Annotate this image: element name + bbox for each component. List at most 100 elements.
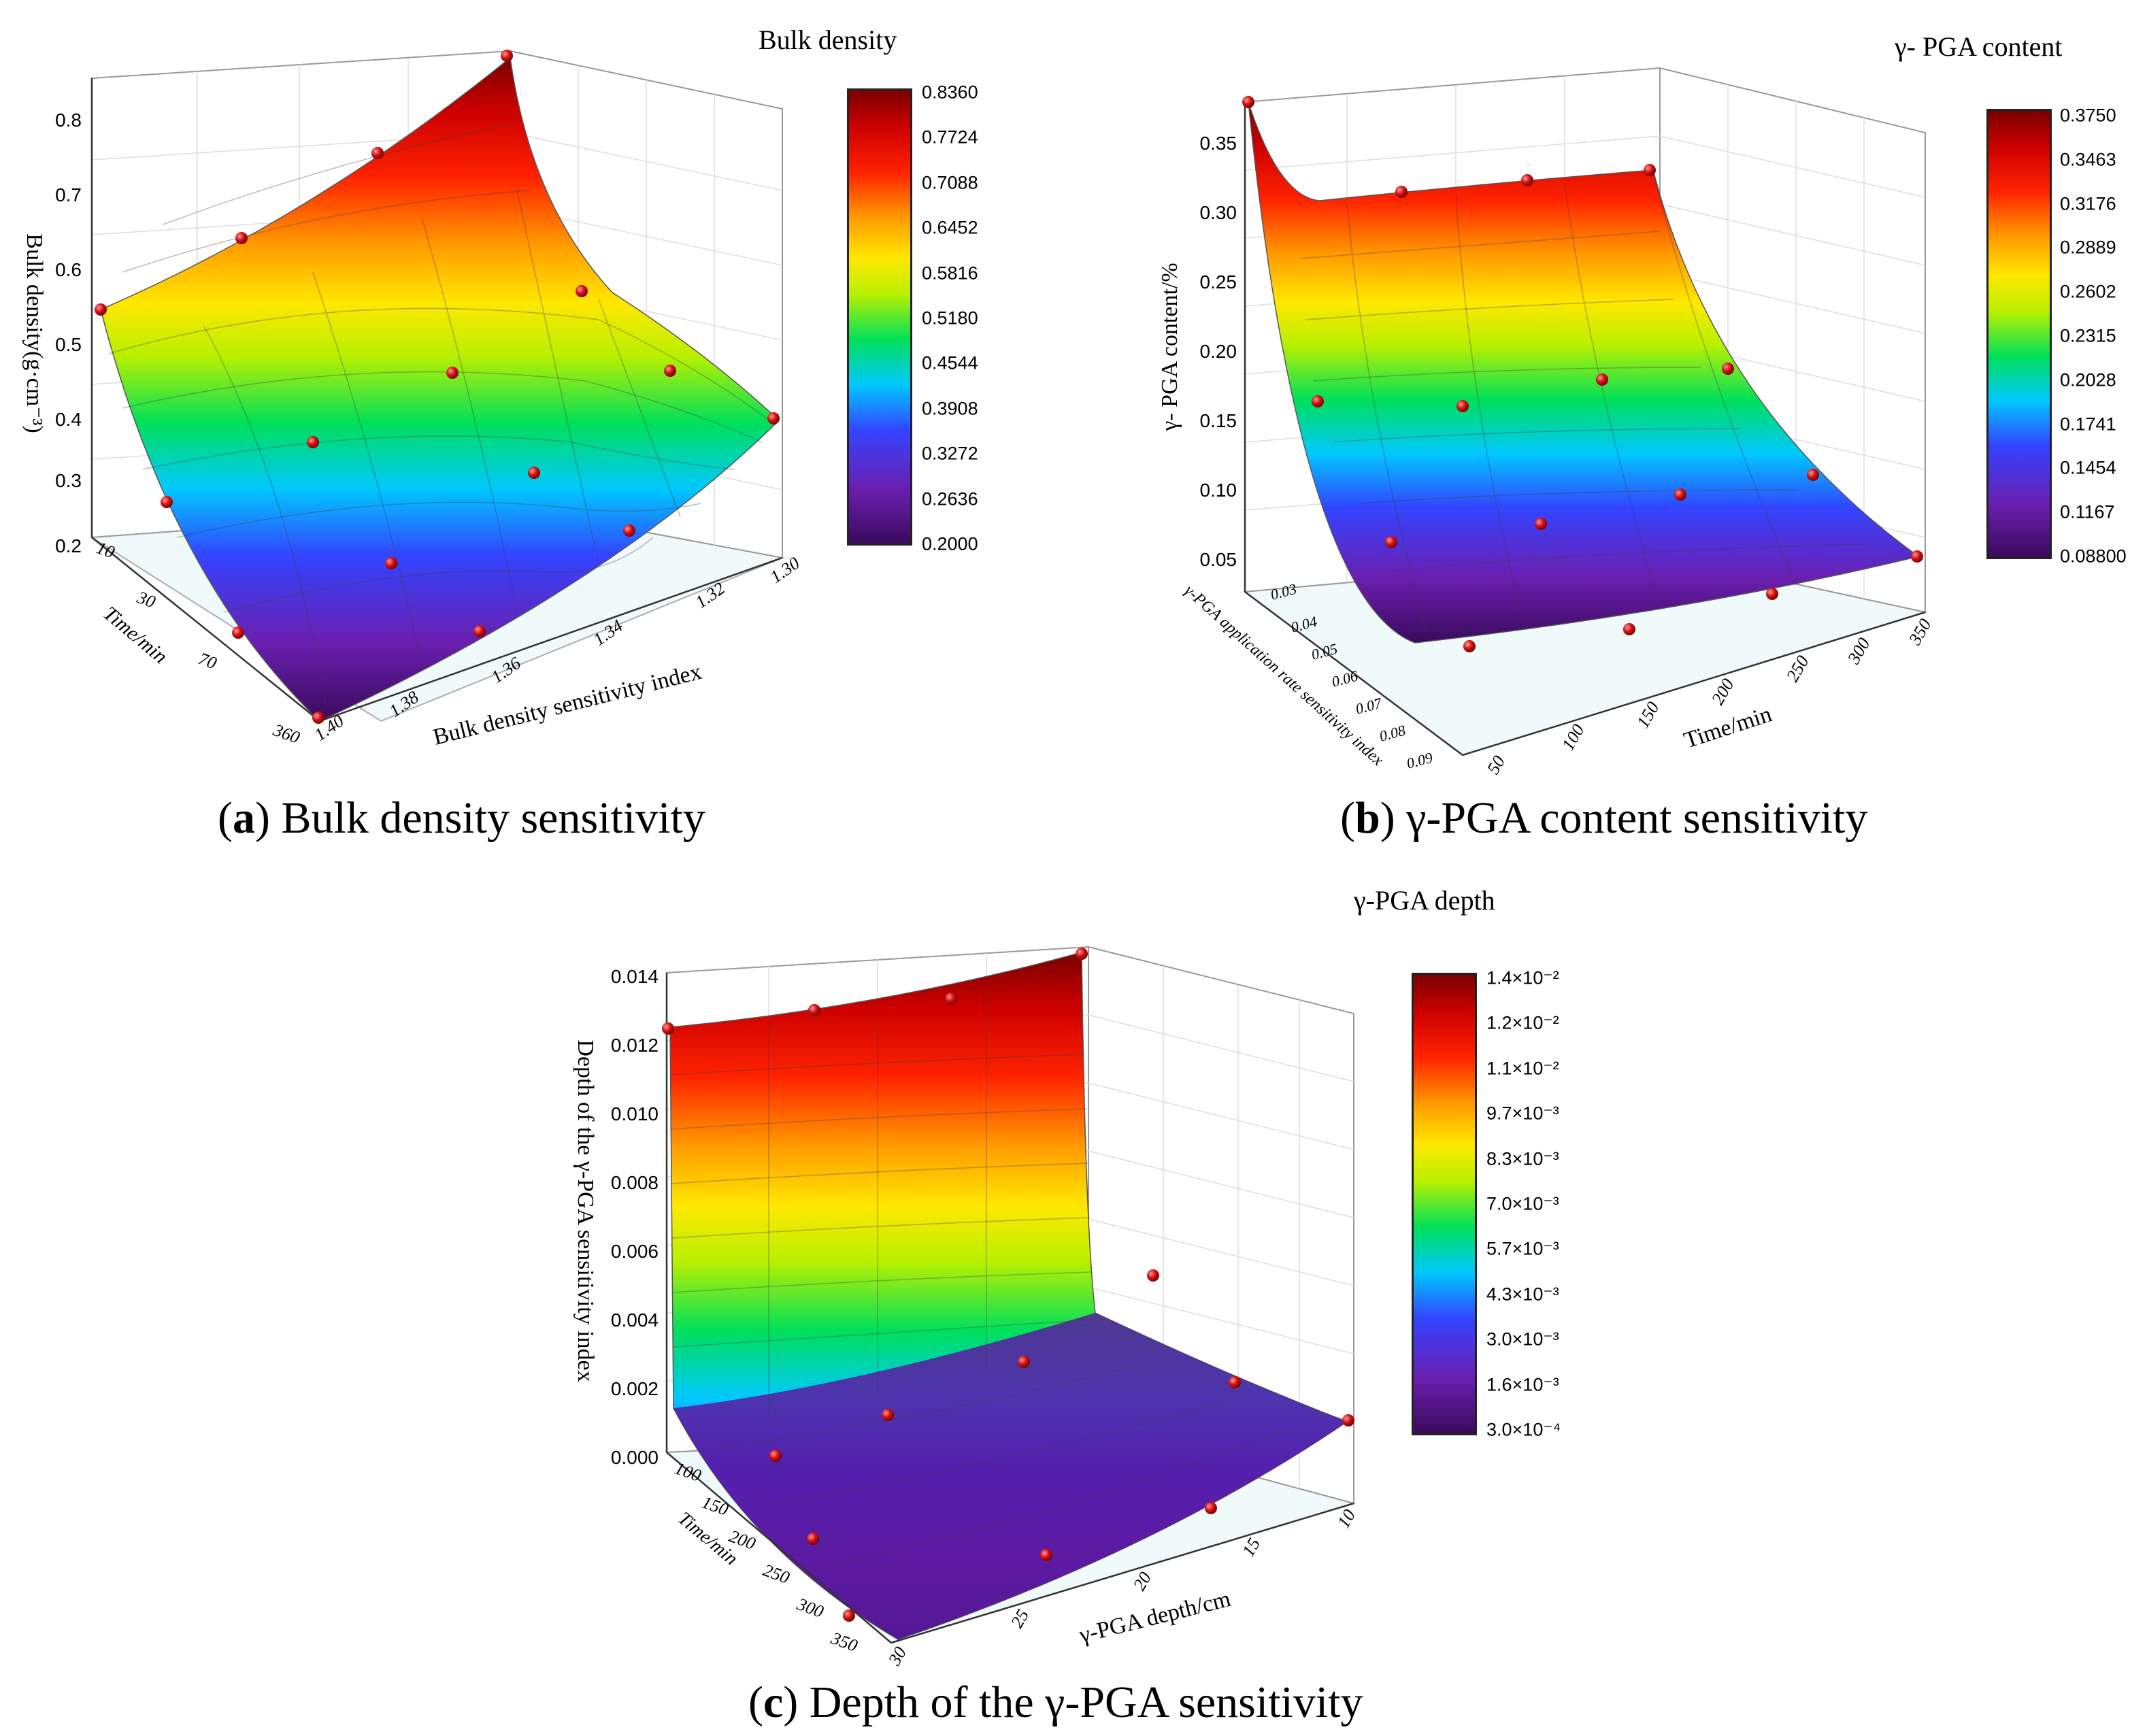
colorbar-tick: 0.2636 bbox=[922, 488, 978, 510]
data-point bbox=[1312, 395, 1324, 407]
z-tick: 0.5 bbox=[55, 334, 82, 355]
colorbar-tick: 0.3463 bbox=[2060, 149, 2116, 170]
data-point bbox=[1205, 1502, 1217, 1514]
panel-a-surface bbox=[100, 56, 780, 722]
colorbar-tick: 0.2315 bbox=[2060, 325, 2116, 346]
y-tick: 0.06 bbox=[1330, 667, 1360, 690]
panel-a: 0.8 0.7 0.6 0.5 0.4 0.3 0.2 Bulk density… bbox=[0, 0, 1061, 850]
colorbar-tick: 0.5816 bbox=[922, 263, 978, 284]
z-tick: 0.012 bbox=[611, 1035, 659, 1056]
x-tick: 10 bbox=[1333, 1506, 1359, 1531]
colorbar-tick: 0.1741 bbox=[2060, 414, 2116, 435]
colorbar-tick: 0.2602 bbox=[2060, 281, 2116, 302]
data-point bbox=[307, 436, 319, 448]
panel-b-z-axis: 0.35 0.30 0.25 0.20 0.15 0.10 0.05 γ- PG… bbox=[1157, 102, 1246, 592]
data-point bbox=[1722, 363, 1734, 375]
data-point bbox=[161, 496, 173, 508]
x-tick: 200 bbox=[1708, 675, 1738, 708]
data-point bbox=[1521, 174, 1533, 186]
colorbar-tick: 3.0×10⁻⁴ bbox=[1486, 1419, 1561, 1440]
legend-title: γ- PGA content bbox=[1895, 31, 2063, 62]
panel-b-plot: 0.35 0.30 0.25 0.20 0.15 0.10 0.05 γ- PG… bbox=[1157, 67, 1935, 778]
colorbar-tick: 7.0×10⁻³ bbox=[1486, 1193, 1559, 1214]
data-point bbox=[1457, 400, 1469, 412]
colorbar-tick: 0.2028 bbox=[2060, 369, 2116, 390]
data-point bbox=[664, 365, 676, 377]
z-tick: 0.25 bbox=[1200, 271, 1237, 293]
colorbar-tick: 1.6×10⁻³ bbox=[1486, 1374, 1559, 1395]
x-tick: 15 bbox=[1238, 1535, 1264, 1560]
z-tick: 0.3 bbox=[55, 470, 82, 491]
data-point bbox=[1644, 164, 1656, 176]
z-tick: 0.8 bbox=[55, 110, 82, 131]
x-tick: 300 bbox=[1844, 635, 1874, 668]
z-tick: 0.010 bbox=[611, 1103, 659, 1124]
data-point bbox=[1463, 640, 1476, 652]
y-tick: 250 bbox=[761, 1560, 793, 1588]
data-point bbox=[1766, 588, 1778, 600]
colorbar-tick: 0.7088 bbox=[922, 172, 978, 193]
caption-letter: b bbox=[1354, 793, 1380, 843]
colorbar-tick: 0.3908 bbox=[922, 398, 978, 419]
data-point bbox=[1807, 469, 1819, 481]
y-tick: 350 bbox=[828, 1628, 861, 1656]
data-point bbox=[807, 1533, 819, 1545]
x-tick: 350 bbox=[1905, 616, 1935, 649]
caption-text: Bulk density sensitivity bbox=[269, 793, 705, 843]
caption-c: (c) Depth of the γ-PGA sensitivity bbox=[748, 1677, 1363, 1727]
colorbar-tick: 1.1×10⁻² bbox=[1486, 1058, 1559, 1079]
caption-a: (a) Bulk density sensitivity bbox=[218, 793, 705, 843]
colorbar-tick: 0.3750 bbox=[2060, 105, 2116, 126]
panel-c-points bbox=[662, 948, 1354, 1622]
data-point bbox=[1535, 518, 1547, 530]
data-point bbox=[576, 285, 588, 297]
y-tick: 30 bbox=[134, 587, 158, 612]
panel-a-plot: 0.8 0.7 0.6 0.5 0.4 0.3 0.2 Bulk density… bbox=[22, 50, 803, 750]
data-point bbox=[843, 1609, 855, 1622]
z-tick: 0.7 bbox=[55, 184, 82, 205]
data-point bbox=[446, 367, 459, 379]
panel-c-plot: 0.014 0.012 0.010 0.008 0.006 0.004 0.00… bbox=[573, 946, 1359, 1669]
caption-letter: c bbox=[763, 1677, 784, 1727]
data-point bbox=[662, 1022, 674, 1035]
data-point bbox=[945, 992, 957, 1005]
data-point bbox=[1911, 550, 1923, 563]
z-tick: 0.10 bbox=[1200, 480, 1237, 501]
data-point bbox=[1342, 1414, 1354, 1426]
z-tick: 0.004 bbox=[611, 1309, 659, 1331]
z-tick: 0.2 bbox=[55, 535, 82, 556]
y-tick: 0.07 bbox=[1354, 694, 1384, 717]
y-tick: 0.09 bbox=[1405, 749, 1435, 772]
data-point bbox=[371, 147, 384, 159]
z-tick: 0.6 bbox=[55, 259, 82, 280]
colorbar-tick: 3.0×10⁻³ bbox=[1486, 1329, 1559, 1350]
colorbar-tick: 5.7×10⁻³ bbox=[1486, 1238, 1559, 1259]
data-point bbox=[1395, 186, 1408, 198]
data-point bbox=[235, 232, 248, 244]
data-point bbox=[95, 303, 107, 316]
data-point bbox=[232, 627, 244, 639]
x-tick: 20 bbox=[1129, 1569, 1155, 1594]
panel-c-z-axis: 0.014 0.012 0.010 0.008 0.006 0.004 0.00… bbox=[573, 966, 668, 1468]
data-point bbox=[623, 524, 635, 537]
z-axis-label: γ- PGA content/% bbox=[1157, 263, 1182, 431]
x-tick: 100 bbox=[1558, 721, 1588, 754]
data-point bbox=[1040, 1549, 1052, 1561]
data-point bbox=[385, 557, 397, 569]
colorbar-tick: 0.08800 bbox=[2060, 546, 2127, 567]
colorbar bbox=[1412, 973, 1477, 1435]
y-axis-label: Time/min bbox=[99, 602, 172, 668]
colorbar-tick: 4.3×10⁻³ bbox=[1486, 1284, 1559, 1305]
caption-letter: a bbox=[232, 793, 255, 843]
y-tick: 300 bbox=[794, 1594, 827, 1622]
colorbar-tick: 0.1167 bbox=[2060, 501, 2115, 522]
x-axis-label: Time/min bbox=[1681, 701, 1775, 753]
data-point bbox=[808, 1004, 820, 1016]
y-tick: 0.08 bbox=[1378, 722, 1408, 745]
data-point bbox=[473, 625, 486, 637]
legend-title: γ-PGA depth bbox=[1354, 885, 1495, 916]
colorbar-tick: 0.3272 bbox=[922, 443, 978, 464]
z-tick: 0.014 bbox=[611, 966, 659, 987]
caption-b: (b) γ-PGA content sensitivity bbox=[1340, 793, 1868, 843]
panel-b: 0.35 0.30 0.25 0.20 0.15 0.10 0.05 γ- PG… bbox=[1075, 0, 2147, 850]
